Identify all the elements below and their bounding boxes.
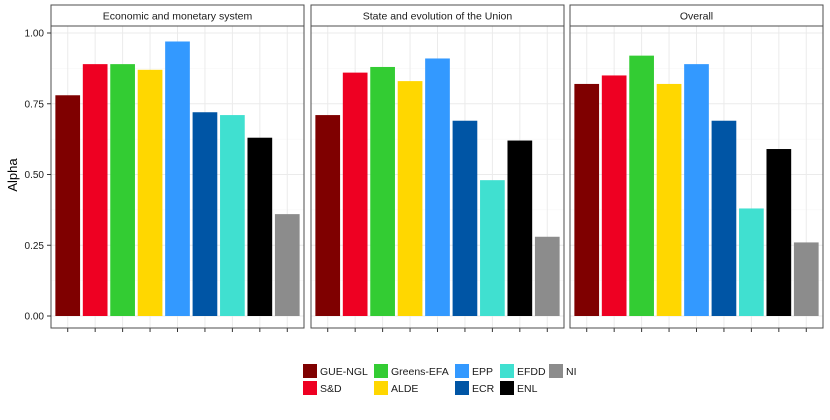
legend-swatch	[500, 364, 514, 378]
bar-s-d	[342, 72, 368, 317]
legend-label: NI	[566, 366, 577, 378]
legend-label: S&D	[320, 383, 342, 395]
legend-swatch	[500, 381, 514, 395]
bar-epp	[165, 41, 190, 317]
bar-epp	[684, 64, 709, 316]
legend: GUE-NGL S&D Greens-EFA ALDE EPP ECR EFDD ENL NI	[303, 364, 577, 395]
bar-ecr	[452, 120, 478, 316]
facet-panel: Overall	[569, 4, 824, 332]
facet-panel: State and evolution of the Union	[310, 4, 565, 332]
y-tick-label: 0.00	[25, 312, 45, 323]
facet-panel: Economic and monetary system	[50, 4, 305, 332]
bar-alde	[656, 83, 682, 316]
bar-efdd	[480, 180, 505, 316]
legend-swatch	[374, 381, 388, 395]
bar-gue-ngl	[574, 83, 600, 316]
legend-label: EFDD	[517, 366, 546, 378]
bar-epp	[425, 58, 450, 316]
legend-swatch	[455, 364, 469, 378]
legend-label: ENL	[517, 383, 538, 395]
bar-s-d	[82, 64, 108, 316]
bar-ni	[793, 242, 819, 316]
legend-swatch	[303, 364, 317, 378]
bar-alde	[137, 69, 163, 316]
y-tick-label: 0.50	[25, 170, 45, 181]
y-tick-label: 0.75	[25, 99, 45, 110]
bar-gue-ngl	[315, 115, 341, 316]
legend-label: ALDE	[391, 383, 418, 395]
bar-enl	[247, 137, 273, 316]
bar-enl	[507, 140, 533, 316]
legend-swatch	[455, 381, 469, 395]
bar-greens-efa	[629, 55, 654, 316]
bar-greens-efa	[370, 66, 395, 317]
y-tick-label: 0.25	[25, 241, 45, 252]
y-axis-label: Alpha	[5, 158, 20, 192]
legend-swatch	[549, 364, 563, 378]
bar-ecr	[192, 112, 218, 317]
bar-efdd	[220, 115, 245, 316]
legend-swatch	[303, 381, 317, 395]
bar-gue-ngl	[55, 95, 81, 316]
bar-ecr	[711, 120, 737, 316]
facet-title: Economic and monetary system	[103, 11, 253, 23]
bar-enl	[766, 149, 792, 316]
legend-swatch	[374, 364, 388, 378]
legend-label: Greens-EFA	[391, 366, 449, 378]
bar-efdd	[739, 208, 764, 316]
bar-ni	[274, 214, 300, 316]
facet-title: Overall	[680, 11, 713, 23]
legend-label: ECR	[472, 383, 495, 395]
panel-border	[569, 25, 824, 329]
facet-title: State and evolution of the Union	[363, 11, 513, 23]
panel-border	[310, 25, 565, 329]
y-tick-label: 1.00	[25, 29, 45, 40]
bar-greens-efa	[110, 64, 135, 316]
bar-s-d	[601, 75, 627, 316]
panel-border	[50, 25, 305, 329]
legend-label: GUE-NGL	[320, 366, 368, 378]
bar-ni	[534, 236, 560, 316]
legend-label: EPP	[472, 366, 493, 378]
bar-alde	[397, 81, 423, 316]
